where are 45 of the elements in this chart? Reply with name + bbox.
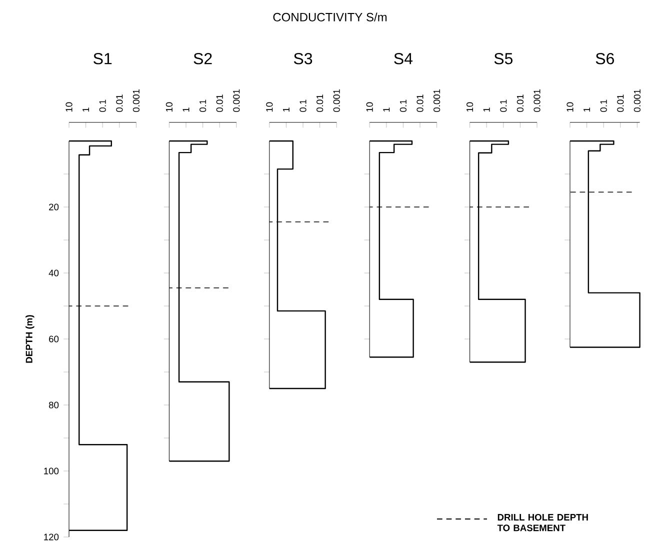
x-tick-label: 0.001 xyxy=(333,89,340,112)
x-tick-label: 1 xyxy=(383,108,390,112)
y-axis-title: DEPTH (m) xyxy=(26,315,34,363)
x-tick-label: 0.1 xyxy=(300,100,306,112)
chart-title: S3 xyxy=(294,52,312,64)
x-tick-label: 0.01 xyxy=(316,94,324,112)
x-tick-label: 0.1 xyxy=(200,100,206,112)
chart-title: S4 xyxy=(394,52,413,64)
x-tick-label: 0.01 xyxy=(116,94,123,112)
x-tick-label: 1 xyxy=(483,108,490,112)
x-tick-label: 0.01 xyxy=(516,94,524,112)
y-tick-label: 80 xyxy=(48,402,59,408)
x-tick-label: 0.001 xyxy=(634,89,640,112)
x-tick-label: 0.001 xyxy=(233,89,240,112)
x-tick-label: 10 xyxy=(566,102,574,112)
x-tick-label: 10 xyxy=(466,102,474,112)
x-tick-label: 0.1 xyxy=(99,100,106,112)
y-tick-label: 60 xyxy=(49,336,59,342)
y-tick-label: 20 xyxy=(49,204,59,210)
x-tick-label: 10 xyxy=(366,102,373,112)
x-tick-label: 1 xyxy=(282,108,290,112)
chart-title: S6 xyxy=(596,52,614,64)
x-tick-label: 1 xyxy=(182,108,190,112)
x-tick-label: 0.01 xyxy=(416,94,424,112)
x-tick-label: 1 xyxy=(584,108,590,112)
x-tick-label: 0.1 xyxy=(400,100,406,112)
x-tick-label: 0.001 xyxy=(434,89,440,112)
x-tick-label: 0.001 xyxy=(534,89,540,112)
x-tick-label: 1 xyxy=(82,108,90,112)
chart-title: S1 xyxy=(94,52,112,64)
x-axis-title: CONDUCTIVITY S/m xyxy=(273,12,387,22)
x-tick-label: 0.1 xyxy=(600,100,607,112)
text: DRILL HOLE DEPTH TO BASEMENT xyxy=(497,514,588,532)
x-tick-label: 0.1 xyxy=(500,100,507,112)
x-tick-label: 10 xyxy=(166,102,172,112)
chart-title: S5 xyxy=(494,52,513,64)
x-tick-label: 10 xyxy=(266,102,273,112)
x-tick-label: 0.01 xyxy=(617,94,624,112)
x-tick-label: 0.01 xyxy=(216,94,223,112)
y-tick-label: 120 xyxy=(44,534,59,540)
y-tick-label: 100 xyxy=(44,468,59,474)
x-tick-label: 0.001 xyxy=(132,89,140,112)
y-tick-label: 40 xyxy=(48,270,59,276)
x-tick-label: 10 xyxy=(66,102,72,112)
chart-title: S2 xyxy=(194,52,212,64)
